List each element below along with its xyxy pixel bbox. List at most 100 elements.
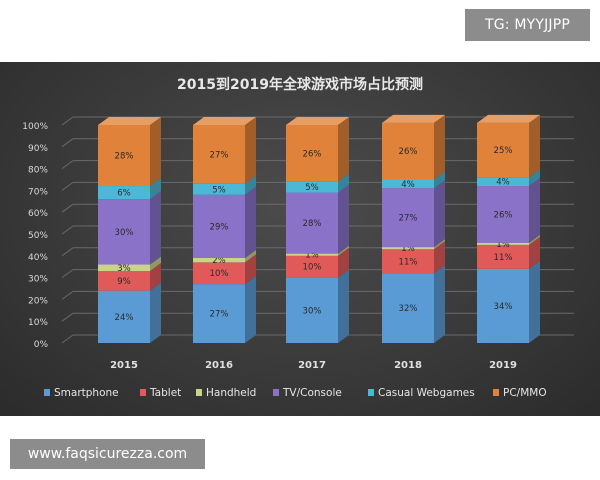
data-label: 26% bbox=[494, 210, 513, 220]
bar-top bbox=[98, 117, 161, 125]
bar-segment-tv-console bbox=[193, 194, 245, 258]
y-tick-label: 90% bbox=[28, 144, 48, 154]
bar-segment-smartphone bbox=[286, 277, 338, 343]
data-label: 11% bbox=[494, 253, 513, 263]
x-tick-label: 2015 bbox=[110, 360, 138, 371]
bar-segment-pc-mmo bbox=[477, 122, 529, 178]
legend-label: Smartphone bbox=[54, 387, 119, 399]
bar-segment-tablet bbox=[477, 244, 529, 269]
bar-side bbox=[434, 171, 445, 189]
bar-side bbox=[338, 173, 349, 193]
y-tick-label: 30% bbox=[28, 275, 48, 285]
bar-top bbox=[382, 114, 445, 123]
y-tick-label: 60% bbox=[28, 209, 48, 219]
legend-swatch bbox=[493, 389, 499, 396]
bar-side bbox=[434, 114, 445, 180]
bar-segment-casual-webgames bbox=[286, 181, 338, 193]
bar-segment-smartphone bbox=[98, 290, 150, 343]
bar-segment-casual-webgames bbox=[98, 186, 150, 200]
bar-segment-handheld bbox=[477, 242, 529, 245]
data-label: 1% bbox=[305, 251, 319, 261]
bar-side bbox=[338, 184, 349, 254]
bar-segment-pc-mmo bbox=[98, 125, 150, 187]
bar-segment-tv-console bbox=[382, 188, 434, 248]
bar-segment-handheld bbox=[286, 253, 338, 256]
gridline-depth bbox=[61, 269, 74, 279]
chart-panel: 2015到2019年全球游戏市场占比预测 0% 10% 20% 30% 40% 50% 60%… bbox=[0, 62, 600, 416]
gridline-depth bbox=[61, 116, 74, 126]
bar-segment-tv-console bbox=[477, 186, 529, 243]
bar-side bbox=[245, 276, 256, 343]
y-tick-label: 100% bbox=[22, 122, 48, 132]
legend-swatch bbox=[368, 389, 374, 396]
bar-segment-handheld bbox=[193, 257, 245, 263]
gridline-depth bbox=[61, 312, 74, 322]
data-label: 5% bbox=[212, 185, 226, 195]
legend-swatch bbox=[196, 389, 202, 396]
bar-segment-casual-webgames bbox=[382, 179, 434, 189]
data-label: 10% bbox=[210, 269, 229, 279]
bar-side bbox=[529, 169, 540, 187]
data-label: 9% bbox=[117, 277, 131, 287]
data-label: 30% bbox=[303, 306, 322, 316]
data-label: 34% bbox=[494, 302, 513, 312]
y-tick-label: 10% bbox=[28, 318, 48, 328]
bar-side bbox=[245, 175, 256, 195]
data-label: 28% bbox=[303, 219, 322, 229]
bar-side bbox=[338, 269, 349, 343]
data-label: 2% bbox=[212, 256, 226, 266]
bar-side bbox=[529, 178, 540, 243]
bar-side bbox=[529, 236, 540, 269]
bar-side bbox=[245, 186, 256, 258]
data-label: 1% bbox=[496, 240, 510, 250]
gridline-depth bbox=[61, 334, 74, 344]
data-label: 27% bbox=[399, 214, 418, 224]
bar-segment-tv-console bbox=[286, 192, 338, 254]
data-label: 29% bbox=[210, 222, 229, 232]
data-label: 24% bbox=[115, 313, 134, 323]
bar-side bbox=[434, 180, 445, 248]
bar-top bbox=[286, 117, 349, 125]
data-label: 5% bbox=[305, 183, 319, 193]
bar-side bbox=[338, 117, 349, 182]
x-tick-label: 2019 bbox=[489, 360, 517, 371]
y-tick-label: 70% bbox=[28, 187, 48, 197]
data-label: 32% bbox=[399, 304, 418, 314]
bar-side bbox=[150, 178, 161, 200]
x-tick-label: 2017 bbox=[298, 360, 326, 371]
legend-label: Tablet bbox=[149, 387, 181, 399]
bar-side bbox=[529, 114, 540, 178]
bar-side bbox=[245, 249, 256, 263]
chart-title: 2015到2019年全球游戏市场占比预测 bbox=[177, 76, 423, 93]
bar-segment-pc-mmo bbox=[286, 125, 338, 182]
bar-side bbox=[338, 247, 349, 278]
bar-segment-tv-console bbox=[98, 199, 150, 265]
bar-segment-tablet bbox=[193, 262, 245, 285]
data-label: 25% bbox=[494, 146, 513, 156]
gridline-depth bbox=[61, 138, 74, 148]
bar-segment-pc-mmo bbox=[193, 125, 245, 184]
data-label: 28% bbox=[115, 152, 134, 162]
data-label: 1% bbox=[401, 244, 415, 254]
data-label: 26% bbox=[399, 147, 418, 157]
legend-swatch bbox=[140, 389, 146, 396]
legend-label: TV/Console bbox=[282, 387, 342, 399]
bar-segment-pc-mmo bbox=[382, 122, 434, 180]
data-label: 3% bbox=[117, 264, 131, 274]
bar-segment-smartphone bbox=[382, 273, 434, 343]
bar-segment-tablet bbox=[98, 271, 150, 291]
data-label: 4% bbox=[496, 178, 510, 188]
data-label: 11% bbox=[399, 257, 418, 267]
bar-side bbox=[338, 245, 349, 256]
x-tick-label: 2018 bbox=[394, 360, 422, 371]
bar-side bbox=[434, 265, 445, 343]
bar-side bbox=[150, 256, 161, 272]
gridline-depth bbox=[61, 290, 74, 300]
bar-side bbox=[150, 191, 161, 265]
source-url-label: www.faqsicurezza.com bbox=[10, 439, 205, 469]
y-tick-label: 80% bbox=[28, 166, 48, 176]
data-label: 4% bbox=[401, 180, 415, 190]
gridline-depth bbox=[61, 160, 74, 170]
y-tick-label: 20% bbox=[28, 296, 48, 306]
legend-swatch bbox=[44, 389, 50, 396]
